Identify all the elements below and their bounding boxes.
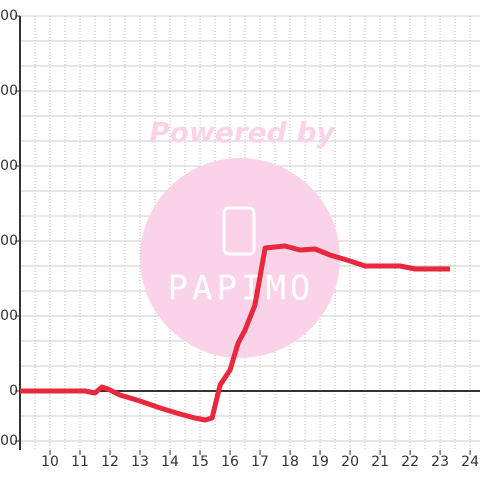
x-tick-label: 12 — [101, 454, 119, 470]
x-tick-label: 22 — [401, 454, 419, 470]
x-tick-label: 15 — [191, 454, 209, 470]
watermark-text: Powered by — [149, 116, 336, 149]
x-tick-label: 17 — [251, 454, 269, 470]
watermark-logo: PAPIMO — [168, 269, 315, 309]
x-tick-label: 21 — [371, 454, 389, 470]
y-tick-label: 30,000 — [0, 308, 18, 324]
y-tick-label: -20,000 — [0, 433, 18, 449]
x-tick-label: 10 — [41, 454, 59, 470]
y-tick-label: 90,000 — [0, 158, 18, 174]
x-tick-label: 19 — [311, 454, 329, 470]
x-tick-label: 16 — [221, 454, 239, 470]
x-tick-label: 13 — [131, 454, 149, 470]
y-tick-label: 0 — [9, 383, 18, 399]
watermark: Powered by PAPIMO — [140, 116, 340, 358]
x-tick-label: 24 — [461, 454, 479, 470]
x-tick-label: 14 — [161, 454, 179, 470]
x-tick-label: 20 — [341, 454, 359, 470]
x-tick-label: 23 — [431, 454, 449, 470]
y-tick-label: 60,000 — [0, 233, 18, 249]
data-line — [20, 243, 450, 423]
x-tick-label: 11 — [71, 454, 89, 470]
y-tick-label: 120,000 — [0, 83, 18, 99]
x-tick-label: 18 — [281, 454, 299, 470]
y-tick-label: 150,000 — [0, 8, 18, 24]
